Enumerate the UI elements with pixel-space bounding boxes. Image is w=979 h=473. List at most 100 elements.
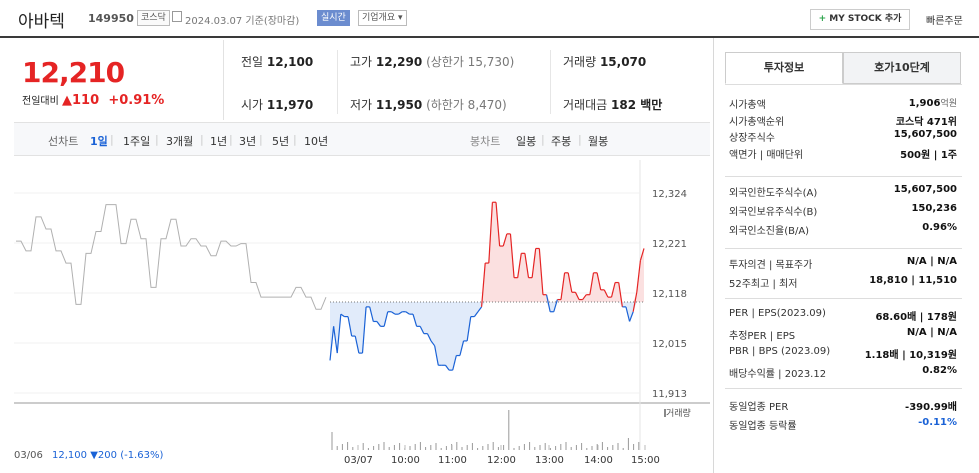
info-label: 액면가 | 매매단위 [729, 149, 804, 161]
today-line-segment [574, 292, 580, 300]
tab-3m[interactable]: 3개월 [166, 135, 194, 148]
tab-daily[interactable]: 일봉 [516, 135, 537, 148]
today-line-segment [369, 306, 374, 322]
tab-1y[interactable]: 1년 [210, 135, 228, 148]
volume-label: 거래량 [563, 55, 597, 69]
info-label: 시가총액순위 [729, 116, 785, 128]
info-value-text: 150,236 [911, 203, 957, 214]
tab-1w[interactable]: 1주일 [123, 135, 151, 148]
info-row: PER | EPS(2023.09) 68.60배 | 178원 [729, 308, 957, 324]
stock-name: 아바텍 [18, 12, 65, 32]
today-line-segment [336, 314, 342, 354]
today-line-segment [596, 272, 602, 290]
volume-legend-marker [664, 409, 666, 417]
today-line-segment [426, 333, 432, 342]
info-value: 18,810 | 11,510 [869, 275, 957, 286]
today-line-segment [502, 233, 508, 247]
today-line-segment [347, 316, 353, 337]
today-line-segment [589, 272, 595, 295]
tab-order-book[interactable]: 호가10단계 [843, 52, 961, 84]
info-label: 추정PER | EPS [729, 331, 796, 342]
volume-legend: 거래량 [666, 407, 691, 419]
info-value-text: -0.11% [918, 417, 957, 428]
y-tick-label: 12,221 [652, 239, 687, 250]
company-overview-dropdown[interactable]: 기업개요 ▾ [358, 10, 407, 26]
info-label: 52주최고 | 최저 [729, 279, 798, 290]
prev-label: 전일 [241, 55, 264, 69]
today-line-segment [603, 289, 609, 298]
change-value: 110 [72, 93, 100, 108]
divider: | [110, 133, 114, 146]
today-line-segment [488, 202, 494, 264]
info-label: 동일업종 PER [729, 402, 789, 413]
today-line-segment [625, 306, 631, 322]
info-value: 코스닥 471위 [896, 113, 957, 128]
tab-weekly[interactable]: 주봉 [551, 135, 572, 148]
lower-limit: (하한가 8,470) [426, 98, 507, 112]
x-tick-label: 14:00 [584, 455, 613, 466]
today-line-segment [329, 326, 335, 361]
tab-3y[interactable]: 3년 [239, 135, 257, 148]
area-above-fill [330, 202, 644, 303]
info-value: 1.18배 | 10,319원 [865, 346, 957, 361]
tab-investment-info[interactable]: 투자정보 [725, 52, 843, 84]
quick-order-link[interactable]: 빠른주문 [926, 16, 963, 27]
tab-5y[interactable]: 5년 [272, 135, 290, 148]
info-label: 투자의견 | 목표주가 [729, 260, 813, 271]
info-value-text: 500원 | 1주 [900, 149, 957, 161]
amount-value: 182 백만 [611, 98, 663, 112]
info-row: 시가총액순위 코스닥 471위 [729, 113, 957, 129]
current-price: 12,210 [22, 56, 125, 89]
stock-code: 149950 [88, 12, 134, 25]
info-value-text: N/A | N/A [906, 256, 957, 267]
info-value: N/A | N/A [907, 327, 957, 338]
change-label: 전일대비 [22, 96, 59, 107]
today-line-segment [509, 233, 515, 278]
tab-10y[interactable]: 10년 [304, 135, 329, 148]
info-row: 투자의견 | 목표주가 N/A | N/A [729, 256, 957, 272]
info-value: -390.99배 [905, 398, 957, 413]
x-tick-label: 03/07 [344, 455, 373, 466]
plus-icon: + [818, 14, 827, 24]
chart-tab-bar: 선차트 1일 | 1주일 | 3개월 | 1년 | 3년 | 5년 | 10년 … [14, 122, 710, 156]
calendar-icon [172, 11, 182, 22]
up-triangle-icon: ▲ [62, 93, 72, 108]
realtime-button[interactable]: 실시간 [317, 10, 350, 26]
today-line-segment [430, 340, 436, 347]
candle-chart-label: 봉차트 [470, 135, 501, 148]
x-tick-label: 11:00 [438, 455, 467, 466]
info-value-text: N/A | N/A [906, 327, 957, 338]
my-stock-add-button[interactable]: + MY STOCK 추가 [810, 9, 910, 30]
quote-date: 2024.03.07 기준(장마감) [185, 16, 300, 27]
info-row: 배당수익률 | 2023.12 0.82% [729, 365, 957, 381]
today-line-segment [582, 294, 587, 300]
info-label: 동일업종 등락률 [729, 421, 797, 432]
tab-1d[interactable]: 1일 [90, 135, 108, 148]
today-line-segment [452, 355, 457, 371]
intraday-chart[interactable]: 12,324 12,221 12,118 12,015 11,913 03/07 10:0… [14, 160, 710, 473]
tab-monthly[interactable]: 월봉 [588, 135, 609, 148]
info-value-text: 68.60배 | 178원 [875, 312, 957, 323]
today-line-segment [618, 282, 623, 307]
info-row: 동일업종 등락률 -0.11% [729, 417, 957, 433]
today-line-segment [495, 202, 501, 247]
today-line-segment [473, 311, 479, 317]
info-value: 150,236 [911, 203, 957, 214]
info-row: 외국인한도주식수(A) 15,607,500 [729, 184, 957, 200]
stock-header [0, 0, 979, 38]
info-label: PER | EPS(2023.09) [729, 308, 826, 319]
chevron-down-icon: ▾ [398, 13, 403, 23]
info-value-text: 0.96% [922, 222, 957, 233]
today-line-segment [629, 311, 634, 322]
info-row: 추정PER | EPS N/A | N/A [729, 327, 957, 343]
today-line-segment [531, 248, 537, 278]
prev-value: 12,100 [266, 55, 314, 69]
price-box [14, 40, 224, 120]
info-row: 외국인보유주식수(B) 150,236 [729, 203, 957, 219]
info-value: 500원 | 1주 [900, 146, 957, 161]
today-line-segment [466, 316, 472, 342]
info-value: 15,607,500 [894, 129, 957, 140]
today-line-segment [480, 263, 486, 307]
prev-day-summary: 03/06 12,100 ▼200 (-1.63%) [14, 450, 163, 461]
divider: | [259, 133, 263, 146]
